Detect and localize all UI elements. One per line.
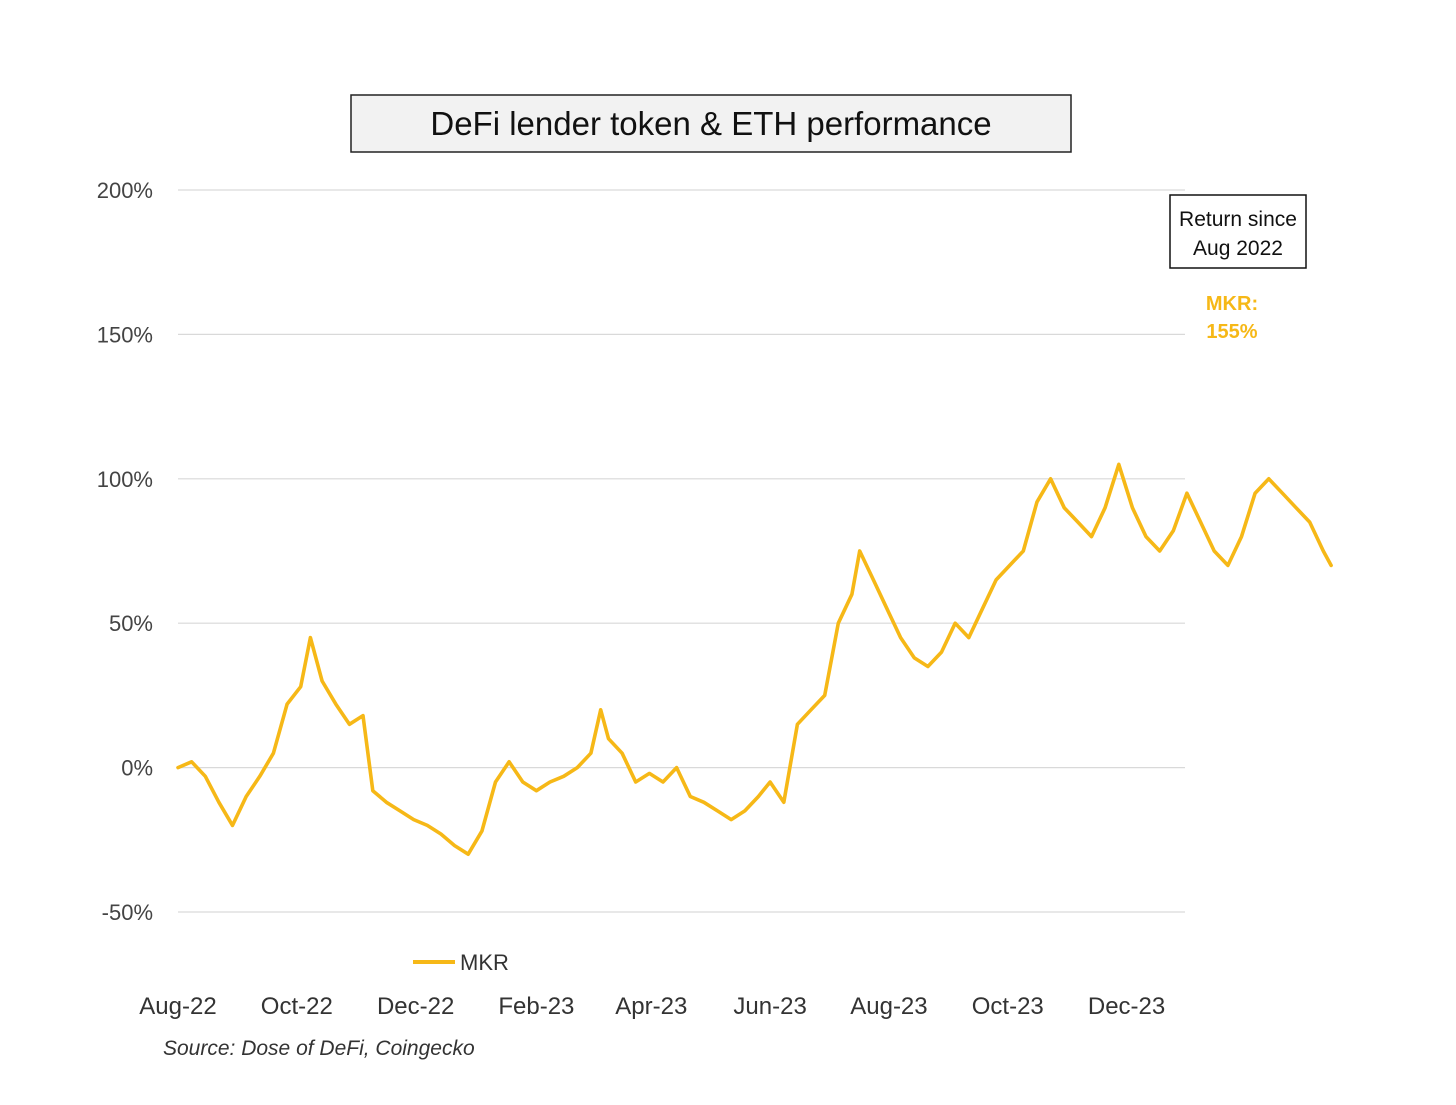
series-line-mkr xyxy=(176,462,1333,856)
source-note: Source: Dose of DeFi, Coingecko xyxy=(163,1037,475,1060)
x-tick-label: Oct-23 xyxy=(972,993,1044,1020)
annotation-box xyxy=(1169,194,1307,269)
y-tick-label: 200% xyxy=(97,178,153,203)
legend-label-mkr: MKR xyxy=(460,950,509,975)
x-tick-label: Aug-23 xyxy=(850,993,927,1020)
x-tick-label: Dec-23 xyxy=(1088,993,1165,1020)
x-tick-label: Jun-23 xyxy=(733,993,806,1020)
chart-title-box xyxy=(350,94,1072,153)
y-tick-label: 150% xyxy=(97,322,153,347)
x-tick-label: Dec-22 xyxy=(377,993,454,1020)
x-tick-label: Feb-23 xyxy=(498,993,574,1020)
y-tick-label: -50% xyxy=(102,900,153,925)
y-tick-label: 100% xyxy=(97,467,153,492)
annotation-text: Return since xyxy=(1179,208,1297,231)
chart-title: DeFi lender token & ETH performance xyxy=(430,105,991,142)
annotation-text: Aug 2022 xyxy=(1193,237,1283,260)
y-tick-label: 0% xyxy=(121,756,153,781)
x-tick-label: Aug-22 xyxy=(139,993,216,1020)
x-tick-label: Apr-23 xyxy=(615,993,687,1020)
y-tick-label: 50% xyxy=(109,611,153,636)
end-label-mkr: MKR: xyxy=(1206,293,1258,315)
x-tick-label: Oct-22 xyxy=(261,993,333,1020)
end-label-mkr: 155% xyxy=(1206,321,1257,343)
